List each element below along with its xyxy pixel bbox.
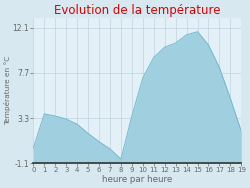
X-axis label: heure par heure: heure par heure bbox=[102, 175, 172, 184]
Title: Evolution de la température: Evolution de la température bbox=[54, 4, 220, 17]
Y-axis label: Température en °C: Température en °C bbox=[4, 56, 11, 125]
